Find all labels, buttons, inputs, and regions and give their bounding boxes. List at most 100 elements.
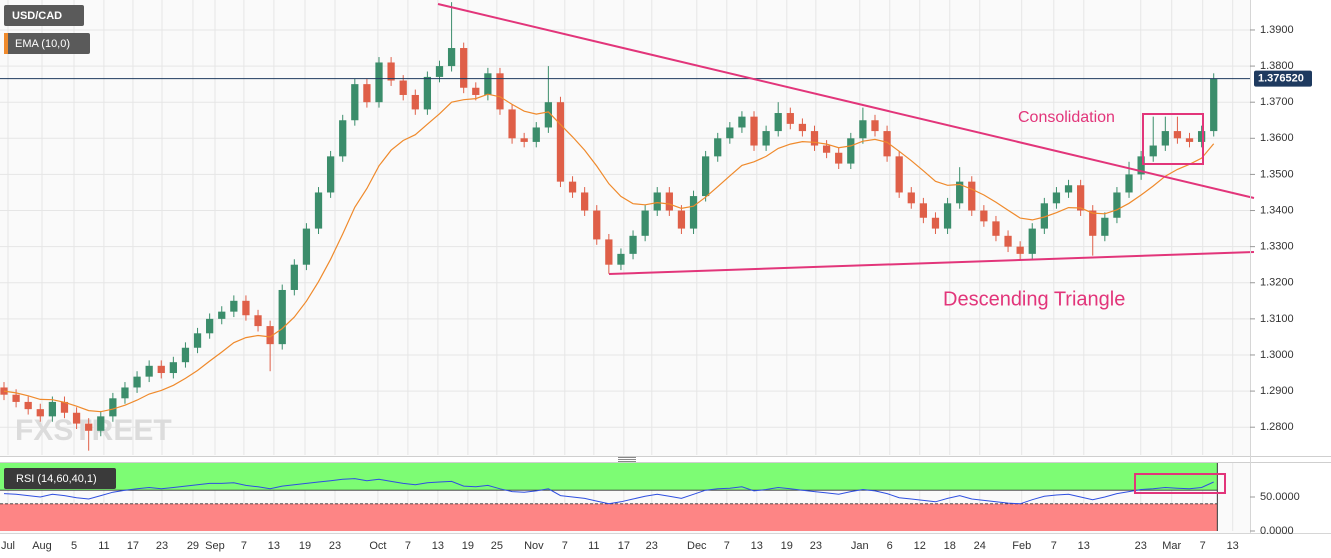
- candle-body: [435, 66, 444, 77]
- candle-body: [1161, 131, 1169, 146]
- lower-band-zone: [0, 503, 1218, 531]
- candle-body: [411, 94, 419, 110]
- candle-body: [423, 76, 432, 110]
- candle-body: [218, 311, 226, 319]
- candle-body: [931, 217, 940, 229]
- candle-body: [290, 264, 298, 290]
- y-tick-label: 1.2800: [1260, 421, 1294, 433]
- x-tick-label: 6: [887, 540, 893, 552]
- x-tick-label: Nov: [524, 540, 544, 552]
- candle-body: [314, 192, 323, 229]
- candle-body: [520, 138, 528, 142]
- candle-body: [738, 116, 746, 128]
- symbol-label: USD/CAD: [12, 10, 62, 22]
- candle-body: [387, 62, 395, 81]
- x-tick-label: Aug: [32, 540, 52, 552]
- candle-body: [508, 109, 516, 139]
- resize-handle[interactable]: [618, 457, 636, 462]
- x-tick-label: Mar: [1162, 540, 1181, 552]
- candle-body: [48, 401, 57, 417]
- candle-body: [24, 401, 32, 410]
- candle-body: [12, 394, 20, 402]
- candle-body: [556, 102, 565, 182]
- candle-body: [363, 84, 371, 103]
- candle-body: [822, 145, 831, 153]
- x-tick-label: Jan: [851, 540, 869, 552]
- candle-body: [762, 131, 770, 146]
- candle-body: [447, 48, 456, 67]
- x-tick-label: 7: [1051, 540, 1057, 552]
- candle-body: [157, 365, 165, 374]
- candle-body: [472, 87, 480, 95]
- price-pane: [0, 0, 1250, 456]
- x-tick-label: 23: [1135, 540, 1147, 552]
- candle-body: [1040, 203, 1048, 229]
- annotation: Descending Triangle: [943, 288, 1125, 310]
- symbol-tag[interactable]: [4, 5, 84, 26]
- x-tick-label: 11: [98, 540, 109, 552]
- candle-body: [919, 203, 928, 218]
- candle-body: [617, 253, 625, 265]
- candle-body: [254, 315, 262, 327]
- y-tick-label: 1.3000: [1260, 349, 1294, 361]
- candle-body: [1064, 185, 1073, 193]
- x-tick-label: 13: [1227, 540, 1239, 552]
- candle-body: [1113, 192, 1121, 218]
- candle-body: [798, 123, 807, 132]
- candle-body: [36, 409, 44, 417]
- x-tick-label: Feb: [1012, 540, 1031, 552]
- y-tick-label: 0.0000: [1260, 525, 1294, 537]
- ema-label: EMA (10,0): [15, 38, 70, 50]
- candle-body: [726, 127, 734, 139]
- candle-body: [1089, 210, 1097, 236]
- candle-body: [677, 210, 686, 229]
- rsi-label: RSI (14,60,40,1): [16, 473, 97, 485]
- candle-body: [326, 156, 335, 193]
- candle-body: [60, 401, 69, 413]
- candle-body: [242, 300, 250, 316]
- candle-body: [532, 127, 540, 142]
- y-tick-label: 1.2900: [1260, 385, 1294, 397]
- candle-body: [375, 62, 383, 103]
- x-tick-label: 23: [156, 540, 168, 552]
- candle-body: [121, 387, 129, 399]
- candle-body: [145, 365, 153, 377]
- candle-body: [701, 156, 710, 197]
- rsi-line: [3, 478, 1214, 505]
- candle-body: [859, 120, 867, 139]
- candle-body: [774, 113, 782, 132]
- x-tick-label: 19: [781, 540, 793, 552]
- rsi-tag[interactable]: [4, 468, 116, 489]
- y-tick-label: 1.3300: [1260, 241, 1294, 253]
- candle-body: [750, 116, 758, 146]
- candle-body: [1004, 235, 1012, 247]
- lower-trendline: [608, 251, 1255, 275]
- candle-body: [169, 362, 177, 374]
- x-tick-label: Jul: [1, 540, 15, 552]
- candle-body: [810, 131, 819, 146]
- x-tick-label: 7: [241, 540, 247, 552]
- candle-body: [568, 181, 577, 193]
- y-tick-label: 1.3100: [1260, 313, 1294, 325]
- candle-body: [1210, 78, 1218, 132]
- candle-body: [968, 181, 976, 211]
- candle-body: [109, 398, 117, 417]
- ema-tag[interactable]: [4, 33, 90, 54]
- y-tick-label: 1.3700: [1260, 96, 1294, 108]
- candle-body: [956, 181, 964, 204]
- candle-body: [460, 48, 468, 88]
- x-tick-label: 23: [329, 540, 341, 552]
- upper-trendline: [437, 3, 1255, 199]
- y-tick-label: 1.3600: [1260, 132, 1294, 144]
- y-tick-label: 50.0000: [1260, 491, 1300, 503]
- upper-band-zone: [0, 463, 1218, 491]
- candle-body: [72, 412, 81, 424]
- candle-body: [1016, 246, 1024, 254]
- candle-body: [907, 192, 915, 204]
- y-tick-label: 1.3200: [1260, 277, 1294, 289]
- candle-body: [786, 113, 794, 124]
- x-tick-label: 24: [974, 540, 986, 552]
- y-tick-label: 1.3400: [1260, 204, 1294, 216]
